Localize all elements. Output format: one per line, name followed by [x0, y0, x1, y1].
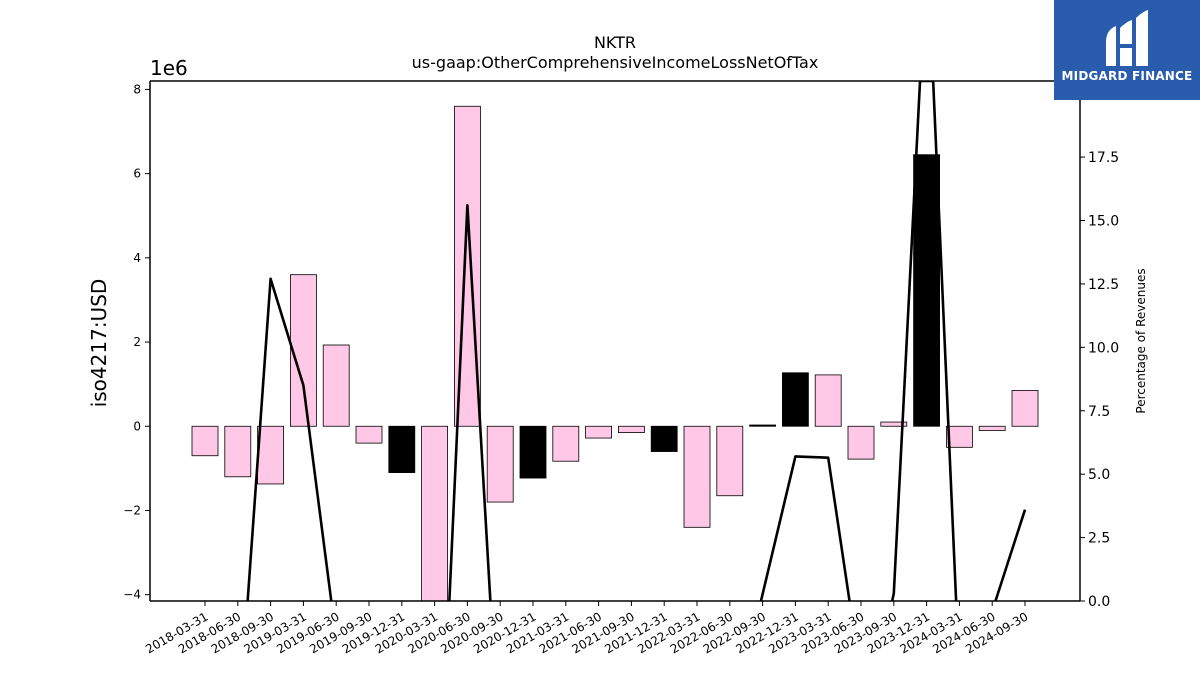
revenue-pct-line: [759, 455, 851, 601]
revenue-pct-line: [994, 509, 1027, 601]
y-axis-label: iso4217:USD: [87, 279, 111, 408]
revenue-pct-line-group: [246, 81, 1027, 601]
bar: [618, 425, 645, 433]
bar: [322, 344, 350, 427]
axes-group: −4−2024680.02.55.07.510.012.515.017.5201…: [123, 80, 1119, 656]
bar: [421, 425, 449, 602]
bar: [946, 425, 973, 448]
y-tick-label: 4: [133, 251, 141, 265]
bar: [1011, 390, 1039, 427]
bar: [585, 425, 612, 439]
bar: [913, 154, 940, 427]
revenue-pct-line: [448, 203, 492, 601]
bar: [716, 425, 744, 497]
logo-mark-icon: [1106, 10, 1148, 66]
y2-tick-label: 10.0: [1088, 340, 1119, 356]
bar: [552, 425, 580, 462]
bar: [782, 372, 809, 427]
bar-group: [191, 105, 1039, 602]
bar: [847, 425, 875, 460]
y2-tick-label: 17.5: [1088, 150, 1119, 166]
bar: [814, 374, 842, 427]
y2-tick-label: 5.0: [1088, 467, 1110, 483]
bar: [355, 425, 383, 444]
chart-title: NKTR: [594, 33, 636, 52]
bar: [257, 425, 285, 485]
logo-text: MIDGARD FINANCE: [1061, 69, 1193, 83]
y-tick-label: 2: [133, 335, 141, 349]
bar: [650, 425, 678, 452]
y2-tick-label: 2.5: [1088, 531, 1110, 547]
y2-axis-label: Percentage of Revenues: [1134, 268, 1148, 413]
brand-logo: MIDGARD FINANCE: [1054, 0, 1200, 100]
bar: [224, 425, 252, 478]
bar: [486, 425, 514, 503]
bar: [683, 425, 711, 528]
chart-subtitle: us-gaap:OtherComprehensiveIncomeLossNetO…: [412, 53, 819, 72]
bar: [191, 425, 219, 457]
y2-tick-label: 15.0: [1088, 214, 1119, 230]
y2-tick-label: 0.0: [1088, 594, 1110, 610]
y-tick-label: −4: [123, 588, 141, 602]
y-offset-label: 1e6: [150, 56, 188, 80]
bar: [978, 425, 1006, 431]
bar: [289, 274, 317, 427]
y-tick-label: 8: [133, 82, 141, 96]
y-tick-label: 6: [133, 167, 141, 181]
revenue-pct-line: [890, 81, 958, 601]
revenue-pct-line: [246, 277, 333, 601]
y-tick-label: −2: [123, 503, 141, 517]
bar: [880, 421, 908, 427]
bar: [388, 425, 416, 473]
y2-tick-label: 7.5: [1088, 404, 1110, 420]
y2-tick-label: 12.5: [1088, 277, 1119, 293]
y-tick-label: 0: [133, 419, 141, 433]
bar: [749, 424, 776, 427]
bar: [519, 425, 547, 479]
